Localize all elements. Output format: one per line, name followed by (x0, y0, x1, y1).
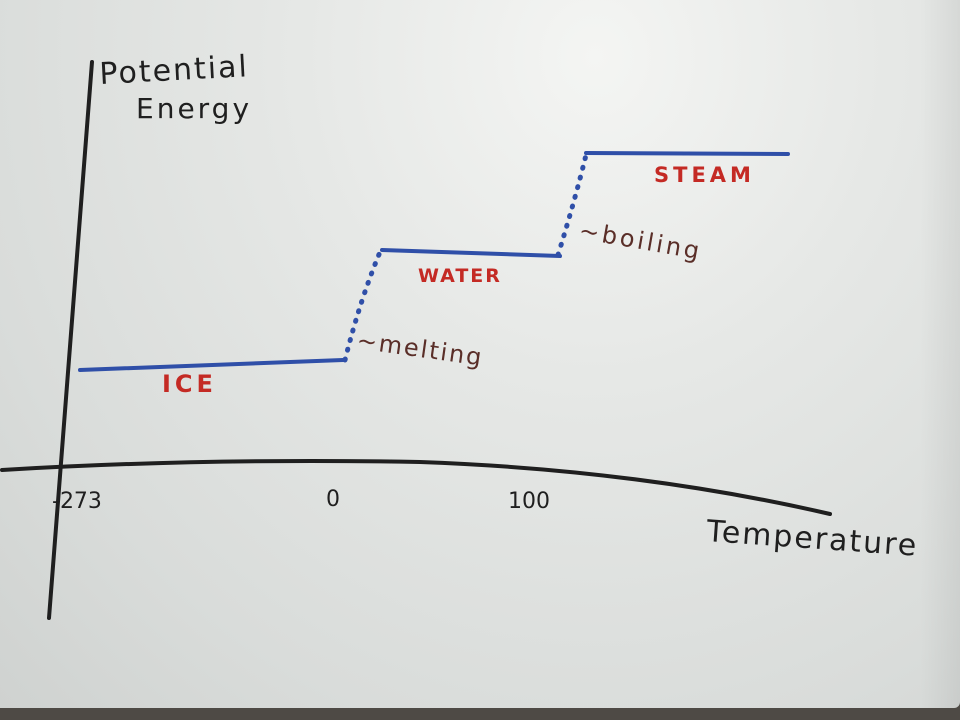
melting-label: ~melting (355, 326, 485, 371)
boiling-label: ~boiling (577, 216, 704, 265)
steam-label: STEAM (654, 163, 755, 187)
water-plateau-line (380, 248, 562, 258)
x-axis-label: Temperature (704, 514, 919, 564)
y-axis-label-line1: Potential (99, 49, 250, 92)
y-axis-label-line2: Energy (136, 92, 252, 125)
x-tick-label-minus-273: -273 (52, 489, 102, 514)
y-axis (47, 60, 94, 620)
x-tick-label-0: 0 (326, 487, 340, 512)
x-tick-label-100: 100 (508, 489, 550, 514)
ice-label: ICE (162, 370, 217, 398)
steam-plateau-line (584, 151, 790, 156)
x-axis (0, 459, 832, 516)
melting-transition-dots (342, 249, 383, 363)
boiling-transition-dots (555, 152, 589, 258)
water-label: WATER (418, 265, 502, 287)
ice-plateau-line (78, 358, 345, 372)
